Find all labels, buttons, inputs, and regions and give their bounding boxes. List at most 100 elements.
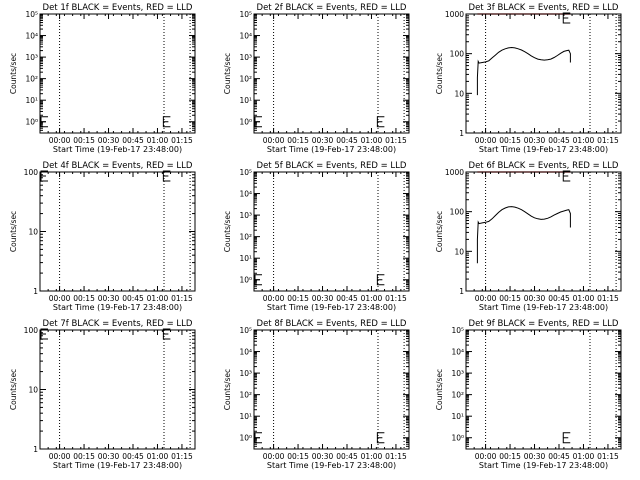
x-tick-label: 01:00 <box>573 136 595 145</box>
x-tick-label: 01:15 <box>597 136 619 145</box>
y-tick-label: 1000 <box>445 168 464 177</box>
y-tick-label: 1 <box>459 287 464 296</box>
x-tick-label: 00:30 <box>98 452 120 461</box>
x-tick-label: 01:00 <box>361 136 383 145</box>
x-tick-label: 00:00 <box>49 452 71 461</box>
x-tick-label: 01:15 <box>385 452 407 461</box>
x-tick-label: 00:15 <box>287 452 309 461</box>
x-tick-label: 00:15 <box>499 452 521 461</box>
panel-title: Det 8f BLACK = Events, RED = LLD <box>257 319 407 329</box>
x-tick-label: 00:15 <box>287 294 309 303</box>
y-tick-label: 10⁰ <box>239 118 252 127</box>
y-tick-label: 1 <box>33 287 38 296</box>
panel-title: Det 6f BLACK = Events, RED = LLD <box>469 161 619 171</box>
y-axis-title: Counts/sec <box>9 53 18 94</box>
y-axis-title: Counts/sec <box>435 369 444 410</box>
y-axis-title: Counts/sec <box>223 53 232 94</box>
y-tick-label: 10² <box>239 233 252 242</box>
plot-frame <box>465 171 622 292</box>
x-tick-label: 00:15 <box>499 136 521 145</box>
plot-frame <box>465 13 622 134</box>
x-tick-label: 00:30 <box>524 136 546 145</box>
y-tick-label: 10 <box>28 228 38 237</box>
x-axis-title: Start Time (19-Feb-17 23:48:00) <box>53 461 182 470</box>
y-tick-label: 10⁴ <box>239 32 252 41</box>
panel-title: Det 5f BLACK = Events, RED = LLD <box>257 161 407 171</box>
detector-panel: Det 6f BLACK = Events, RED = LLD 1 10 100 10… <box>435 161 622 312</box>
y-tick-label: 100 <box>450 50 465 59</box>
x-tick-label: 00:00 <box>475 452 497 461</box>
x-tick-label: 00:45 <box>548 452 570 461</box>
x-tick-label: 00:30 <box>98 136 120 145</box>
x-tick-label: 00:15 <box>73 136 95 145</box>
x-tick-label: 00:45 <box>336 294 358 303</box>
y-tick-label: 10⁵ <box>451 326 464 335</box>
x-axis-title: Start Time (19-Feb-17 23:48:00) <box>53 303 182 312</box>
y-tick-label: 10 <box>454 89 464 98</box>
x-tick-label: 01:00 <box>361 452 383 461</box>
data-marker <box>562 432 571 444</box>
x-tick-label: 00:00 <box>49 136 71 145</box>
y-tick-label: 10⁵ <box>25 10 38 19</box>
x-tick-label: 01:00 <box>147 294 169 303</box>
y-tick-label: 10⁴ <box>451 348 464 357</box>
x-tick-label: 00:00 <box>49 294 71 303</box>
detector-panel: Det 8f BLACK = Events, RED = LLD 10⁰ 10¹ 10… <box>223 319 410 470</box>
x-tick-label: 00:00 <box>475 294 497 303</box>
x-tick-label: 01:00 <box>147 452 169 461</box>
x-tick-label: 00:45 <box>548 294 570 303</box>
y-tick-label: 10² <box>239 391 252 400</box>
y-tick-label: 100 <box>24 168 39 177</box>
y-tick-label: 10³ <box>25 53 38 62</box>
x-tick-label: 00:00 <box>263 452 285 461</box>
x-tick-label: 00:30 <box>312 452 334 461</box>
data-marker <box>162 170 171 182</box>
x-tick-label: 00:30 <box>524 294 546 303</box>
x-tick-label: 01:00 <box>361 294 383 303</box>
x-tick-label: 01:15 <box>597 452 619 461</box>
data-marker <box>162 328 171 340</box>
panel-title: Det 7f BLACK = Events, RED = LLD <box>43 319 193 329</box>
y-tick-label: 1 <box>33 445 38 454</box>
x-tick-label: 00:00 <box>475 136 497 145</box>
x-axis-title: Start Time (19-Feb-17 23:48:00) <box>479 145 608 154</box>
events-series-line <box>476 206 571 264</box>
y-axis-title: Counts/sec <box>223 369 232 410</box>
y-tick-label: 10⁴ <box>25 32 38 41</box>
y-tick-label: 10³ <box>239 53 252 62</box>
panel-title: Det 2f BLACK = Events, RED = LLD <box>257 3 407 13</box>
x-tick-label: 00:45 <box>122 452 144 461</box>
y-axis-title: Counts/sec <box>435 53 444 94</box>
x-tick-label: 00:45 <box>548 136 570 145</box>
x-tick-label: 00:45 <box>122 294 144 303</box>
x-tick-label: 00:45 <box>122 136 144 145</box>
y-tick-label: 10¹ <box>239 254 252 263</box>
y-tick-label: 10 <box>28 386 38 395</box>
x-tick-label: 00:30 <box>98 294 120 303</box>
detector-panel: Det 3f BLACK = Events, RED = LLD 1 10 100 10… <box>435 3 622 154</box>
y-tick-label: 10⁰ <box>239 276 252 285</box>
y-tick-label: 1 <box>459 129 464 138</box>
plot-frame <box>253 13 410 134</box>
y-tick-label: 10² <box>25 75 38 84</box>
y-tick-label: 10³ <box>239 369 252 378</box>
x-tick-label: 00:30 <box>524 452 546 461</box>
y-tick-label: 10⁰ <box>25 118 38 127</box>
y-tick-label: 10¹ <box>239 412 252 421</box>
y-tick-label: 10² <box>239 75 252 84</box>
panel-title: Det 9f BLACK = Events, RED = LLD <box>469 319 619 329</box>
x-axis-title: Start Time (19-Feb-17 23:48:00) <box>479 303 608 312</box>
x-tick-label: 00:15 <box>73 294 95 303</box>
detector-panel: Det 1f BLACK = Events, RED = LLD 10⁰ 10¹ 10… <box>9 3 196 154</box>
panel-title: Det 4f BLACK = Events, RED = LLD <box>43 161 193 171</box>
detector-panel: Det 9f BLACK = Events, RED = LLD 10⁰ 10¹ 10… <box>435 319 622 470</box>
y-tick-label: 10⁴ <box>239 348 252 357</box>
x-axis-title: Start Time (19-Feb-17 23:48:00) <box>267 145 396 154</box>
data-marker <box>376 274 385 286</box>
y-axis-title: Counts/sec <box>435 211 444 252</box>
panel-title: Det 1f BLACK = Events, RED = LLD <box>43 3 193 13</box>
detector-panel: Det 7f BLACK = Events, RED = LLD 1 10 100 00… <box>9 319 196 470</box>
x-tick-label: 00:00 <box>263 294 285 303</box>
x-tick-label: 00:45 <box>336 136 358 145</box>
